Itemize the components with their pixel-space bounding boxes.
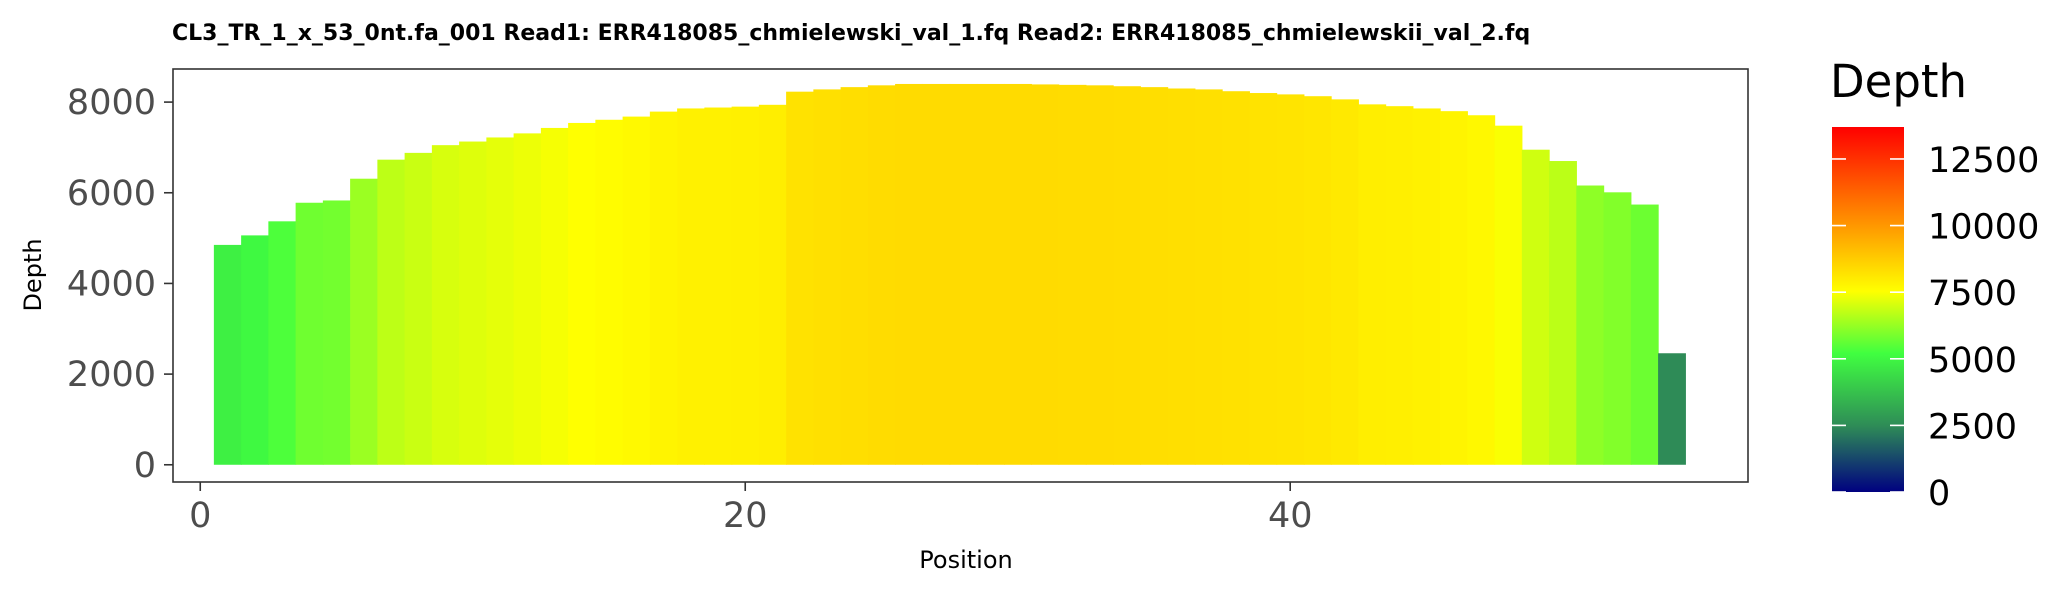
bar xyxy=(1194,89,1223,465)
bar xyxy=(1303,96,1332,465)
bar xyxy=(649,111,678,465)
bar xyxy=(1113,86,1141,465)
legend-colorbar xyxy=(1832,127,1904,492)
y-tick-label: 6000 xyxy=(67,174,156,214)
bar xyxy=(1658,353,1686,465)
bar xyxy=(1576,185,1605,465)
bar xyxy=(813,89,842,465)
bar xyxy=(758,104,787,465)
bar xyxy=(1603,192,1632,465)
bar xyxy=(1004,83,1032,465)
bar xyxy=(677,108,705,465)
bar xyxy=(1276,94,1305,465)
bar xyxy=(1494,125,1523,465)
x-axis-title: Position xyxy=(919,546,1012,574)
bar xyxy=(622,116,651,465)
bar xyxy=(1058,84,1087,465)
bar xyxy=(1222,91,1250,465)
bars-layer xyxy=(213,83,1686,465)
bar xyxy=(1358,104,1387,465)
bar xyxy=(1249,93,1278,465)
bar xyxy=(241,235,269,465)
bar xyxy=(1521,149,1550,465)
y-tick-label: 4000 xyxy=(67,264,156,304)
y-tick-label: 2000 xyxy=(67,355,156,395)
bar xyxy=(1440,111,1468,465)
bar xyxy=(1549,161,1577,465)
bar xyxy=(268,221,297,465)
bar xyxy=(1331,99,1359,465)
bar xyxy=(922,83,951,465)
bar xyxy=(377,159,406,465)
legend-ticks: 0 2500 5000 7500 10000 12500 xyxy=(1832,141,2039,514)
y-axis-ticks: 0 2000 4000 6000 8000 xyxy=(67,83,173,486)
legend-tick-label: 0 xyxy=(1928,474,1950,514)
legend-tick-label: 10000 xyxy=(1928,208,2039,248)
y-tick-label: 0 xyxy=(134,446,156,486)
bar xyxy=(1140,87,1169,465)
legend-tick-label: 7500 xyxy=(1928,274,2017,314)
bar xyxy=(704,107,733,465)
bar xyxy=(431,145,460,465)
legend-tick-label: 2500 xyxy=(1928,407,2017,447)
bar xyxy=(1467,115,1496,465)
bar xyxy=(513,133,542,465)
bar xyxy=(295,202,324,465)
chart-title: CL3_TR_1_x_53_0nt.fa_001 Read1: ERR41808… xyxy=(172,21,1530,46)
bar xyxy=(404,152,433,465)
x-tick-label: 20 xyxy=(723,496,768,536)
bar xyxy=(786,91,814,465)
bar xyxy=(1385,106,1414,465)
legend: Depth 0 2500 5000 7500 10000 12500 xyxy=(1830,55,2039,514)
bar xyxy=(1085,85,1114,465)
legend-tick-label: 5000 xyxy=(1928,341,2017,381)
bar xyxy=(459,141,487,465)
legend-tick-label: 12500 xyxy=(1928,141,2039,181)
bar xyxy=(895,83,923,465)
bar xyxy=(213,244,242,465)
bar xyxy=(350,178,378,465)
bar xyxy=(1031,84,1060,465)
bar xyxy=(840,87,869,465)
y-tick-label: 8000 xyxy=(67,83,156,123)
bar xyxy=(1412,108,1441,465)
bar xyxy=(976,83,1005,465)
bar xyxy=(568,122,596,465)
bar xyxy=(1630,204,1659,465)
legend-title: Depth xyxy=(1830,55,1967,108)
x-tick-label: 0 xyxy=(189,496,211,536)
y-axis-title: Depth xyxy=(19,238,47,311)
bar xyxy=(595,119,624,465)
x-axis-ticks: 0 20 40 xyxy=(189,482,1312,536)
bar xyxy=(867,85,896,465)
bar xyxy=(486,137,515,465)
x-tick-label: 40 xyxy=(1268,496,1313,536)
bar xyxy=(949,83,978,465)
bar xyxy=(731,106,760,465)
bar xyxy=(1167,88,1196,465)
bar xyxy=(322,200,351,465)
bar xyxy=(540,127,569,465)
